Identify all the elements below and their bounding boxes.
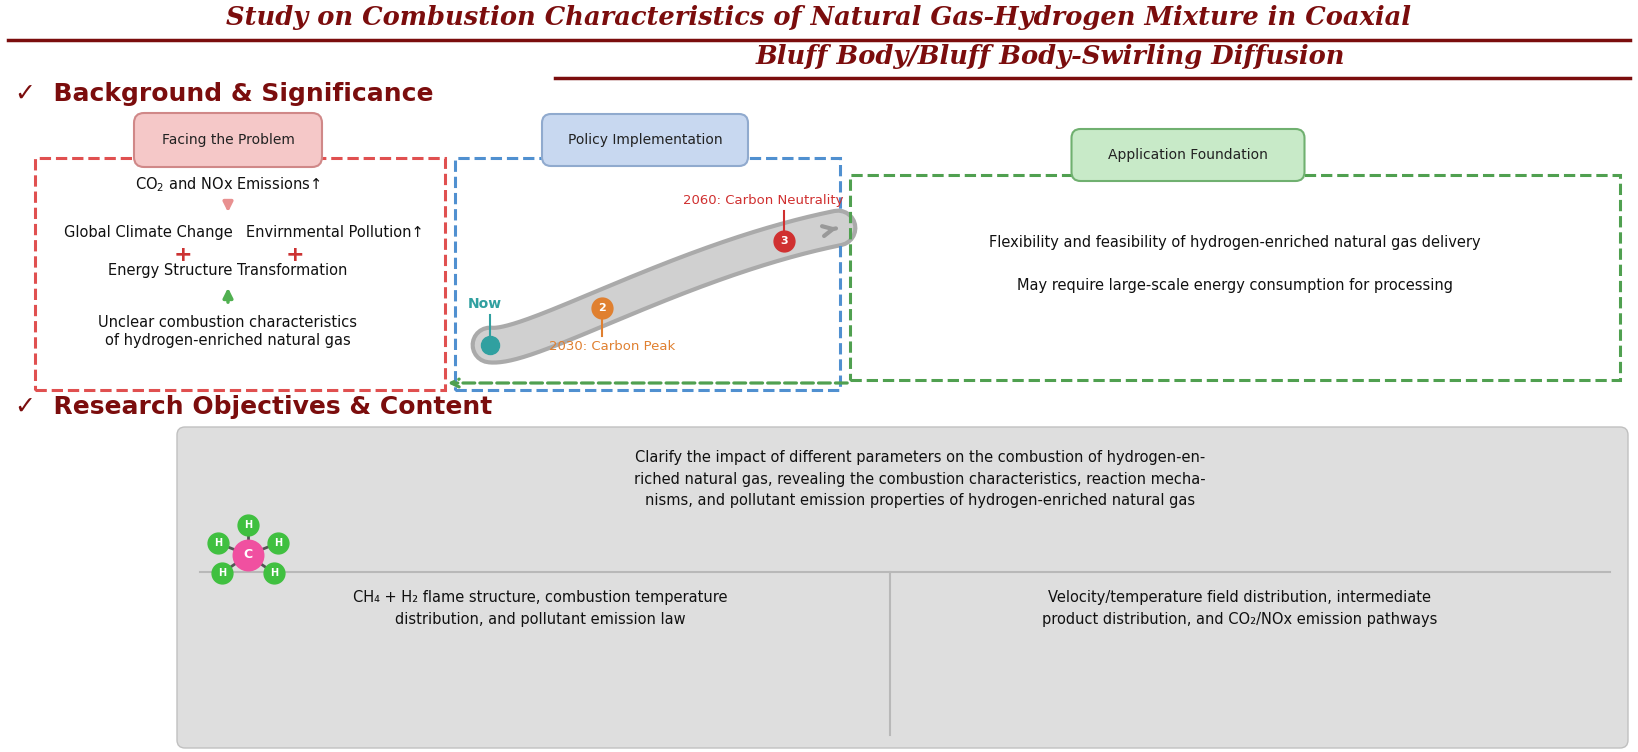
FancyBboxPatch shape: [134, 113, 323, 167]
Text: Facing the Problem: Facing the Problem: [162, 133, 295, 147]
Text: 2030: Carbon Peak: 2030: Carbon Peak: [549, 340, 675, 353]
Text: ✓  Research Objectives & Content: ✓ Research Objectives & Content: [15, 395, 493, 419]
Text: +: +: [174, 245, 192, 265]
Text: Application Foundation: Application Foundation: [1107, 148, 1268, 162]
Text: Unclear combustion characteristics: Unclear combustion characteristics: [98, 315, 357, 330]
Text: Energy Structure Transformation: Energy Structure Transformation: [108, 263, 347, 278]
Text: 3: 3: [780, 236, 788, 246]
Text: Now: Now: [468, 297, 503, 311]
Bar: [455, 158, 840, 390]
Text: H: H: [218, 568, 226, 578]
Text: 2: 2: [598, 302, 606, 313]
Text: H: H: [244, 520, 252, 530]
FancyBboxPatch shape: [542, 114, 749, 166]
Bar: [850, 175, 1620, 380]
Text: CO$_2$ and NOx Emissions↑: CO$_2$ and NOx Emissions↑: [136, 175, 321, 194]
Text: H: H: [270, 568, 278, 578]
Bar: [34, 158, 446, 390]
Text: Clarify the impact of different parameters on the combustion of hydrogen-en-
ric: Clarify the impact of different paramete…: [634, 450, 1206, 508]
Text: H: H: [274, 538, 282, 548]
Text: ✓  Background & Significance: ✓ Background & Significance: [15, 82, 434, 106]
Text: of hydrogen-enriched natural gas: of hydrogen-enriched natural gas: [105, 333, 351, 348]
FancyBboxPatch shape: [1071, 129, 1304, 181]
Text: Flexibility and feasibility of hydrogen-enriched natural gas delivery: Flexibility and feasibility of hydrogen-…: [989, 235, 1481, 250]
Text: CH₄ + H₂ flame structure, combustion temperature
distribution, and pollutant emi: CH₄ + H₂ flame structure, combustion tem…: [352, 590, 727, 627]
FancyBboxPatch shape: [177, 427, 1628, 748]
Text: May require large-scale energy consumption for processing: May require large-scale energy consumpti…: [1017, 278, 1453, 293]
Text: H: H: [215, 538, 223, 548]
Text: +: +: [285, 245, 305, 265]
Text: C: C: [244, 548, 252, 562]
Text: Velocity/temperature field distribution, intermediate
product distribution, and : Velocity/temperature field distribution,…: [1042, 590, 1438, 627]
Text: Bluff Body/Bluff Body-Swirling Diffusion: Bluff Body/Bluff Body-Swirling Diffusion: [755, 44, 1345, 69]
Text: Envirnmental Pollution↑: Envirnmental Pollution↑: [246, 225, 424, 240]
Text: Global Climate Change: Global Climate Change: [64, 225, 233, 240]
Text: Study on Combustion Characteristics of Natural Gas-Hydrogen Mixture in Coaxial: Study on Combustion Characteristics of N…: [226, 5, 1412, 30]
Text: Policy Implementation: Policy Implementation: [568, 133, 722, 147]
Text: 2060: Carbon Neutrality: 2060: Carbon Neutrality: [683, 194, 844, 208]
